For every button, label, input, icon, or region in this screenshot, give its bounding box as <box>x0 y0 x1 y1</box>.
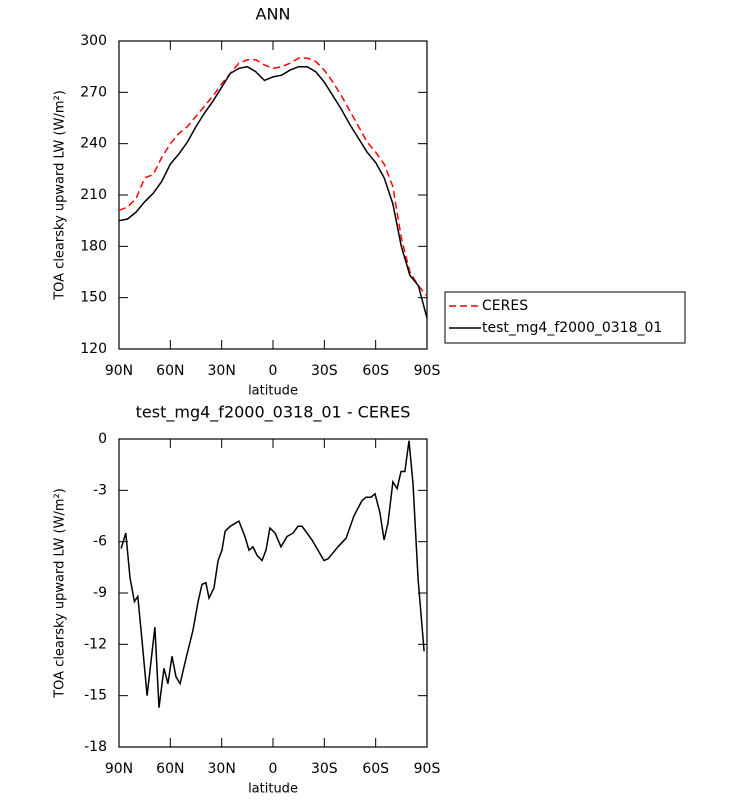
y-tick-label: 150 <box>80 290 107 306</box>
x-tick-label: 30S <box>311 761 338 777</box>
y-tick-label: -3 <box>93 482 107 498</box>
x-tick-label: 30S <box>311 363 338 379</box>
y-axis-label: TOA clearsky upward LW (W/m²) <box>53 488 68 699</box>
legend-label: CERES <box>482 298 528 314</box>
chart-title: test_mg4_f2000_0318_01 - CERES <box>136 403 411 423</box>
plot-frame <box>118 40 428 350</box>
legend-label: test_mg4_f2000_0318_01 <box>482 320 662 336</box>
data-line <box>120 440 425 708</box>
x-tick-label: 60N <box>156 761 184 777</box>
y-tick-label: 0 <box>98 431 107 447</box>
x-tick-label: 90N <box>105 761 133 777</box>
data-line <box>118 65 428 319</box>
y-tick-label: 300 <box>80 33 107 49</box>
x-tick-label: 60N <box>156 363 184 379</box>
data-line <box>118 57 428 297</box>
y-tick-label: -6 <box>93 534 107 550</box>
x-axis-label: latitude <box>248 782 298 797</box>
y-tick-label: 270 <box>80 84 107 100</box>
x-axis-label: latitude <box>248 384 298 399</box>
chart-title: ANN <box>256 5 291 24</box>
y-axis-label: TOA clearsky upward LW (W/m²) <box>53 90 68 301</box>
y-tick-label: 210 <box>80 187 107 203</box>
x-tick-label: 30N <box>208 363 236 379</box>
x-tick-label: 60S <box>362 363 389 379</box>
y-tick-label: 120 <box>80 341 107 357</box>
x-tick-label: 90S <box>414 761 441 777</box>
y-tick-label: -15 <box>84 688 107 704</box>
x-tick-label: 0 <box>269 761 278 777</box>
legend: CERES test_mg4_f2000_0318_01 <box>444 291 686 344</box>
x-tick-label: 0 <box>269 363 278 379</box>
plot-frame <box>118 438 428 748</box>
y-tick-label: -18 <box>84 739 107 755</box>
x-tick-label: 60S <box>362 761 389 777</box>
y-tick-label: -9 <box>93 585 107 601</box>
y-tick-label: 180 <box>80 238 107 254</box>
y-tick-label: 240 <box>80 136 107 152</box>
x-tick-label: 90N <box>105 363 133 379</box>
legend-box <box>444 291 686 344</box>
y-tick-label: -12 <box>84 636 107 652</box>
x-tick-label: 90S <box>414 363 441 379</box>
x-tick-label: 30N <box>208 761 236 777</box>
